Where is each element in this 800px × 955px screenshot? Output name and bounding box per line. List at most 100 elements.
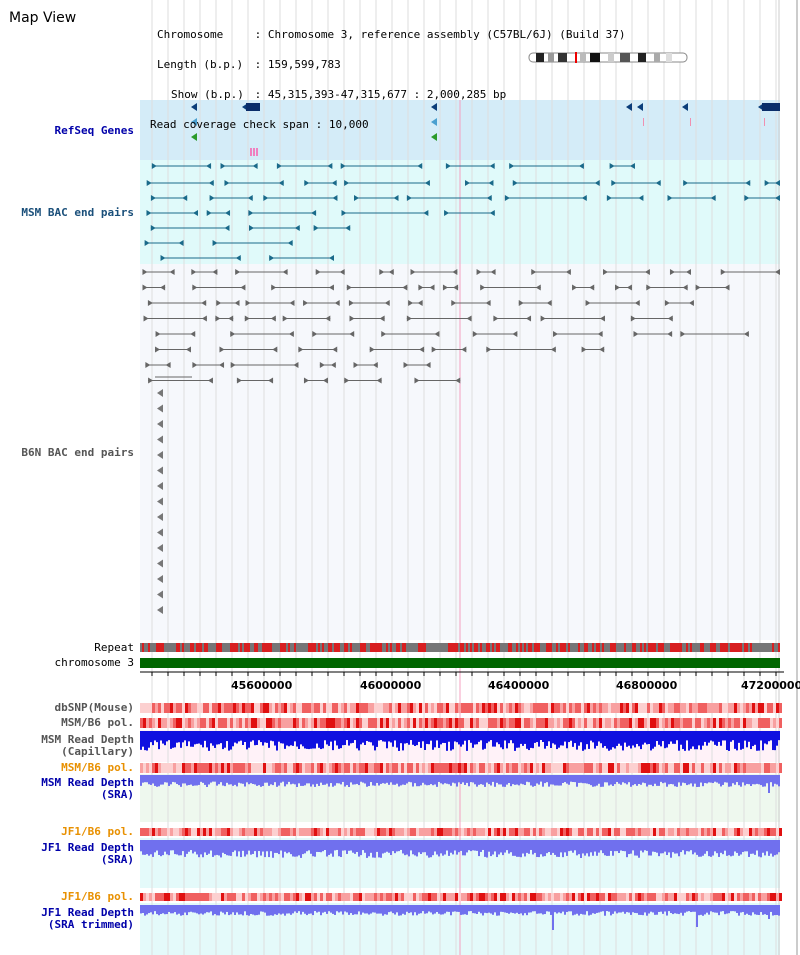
read-depth-bar: [662, 775, 664, 784]
read-depth-spike: [696, 775, 698, 787]
bac-end: [630, 315, 636, 322]
track-label-chromosome[interactable]: chromosome 3: [54, 656, 134, 669]
read-depth-bar: [350, 840, 352, 851]
read-depth-bar: [270, 775, 272, 785]
bac-end: [512, 180, 518, 186]
track-label-msm-bac[interactable]: MSM BAC end pairs: [21, 206, 134, 219]
read-depth-bar: [488, 775, 490, 785]
polymorphism-cell: [251, 718, 254, 728]
read-depth-bar: [556, 731, 558, 750]
read-depth-bar: [392, 775, 394, 785]
polymorphism-cell: [767, 718, 770, 728]
read-depth-bar: [314, 905, 316, 912]
read-depth-bar: [396, 840, 398, 852]
polymorphism-cell: [311, 763, 314, 773]
read-depth-bar: [730, 731, 732, 742]
bac-end: [744, 195, 750, 201]
polymorphism-cell: [527, 763, 530, 773]
read-depth-bar: [760, 731, 762, 741]
track-label-dbsnp[interactable]: dbSNP(Mouse): [54, 701, 134, 714]
polymorphism-cell: [440, 763, 443, 773]
polymorphism-cell: [140, 893, 143, 901]
track-label-jf1-depth-trimmed[interactable]: JF1 Read Depth: [41, 906, 134, 919]
track-label-jf1-pol-1[interactable]: JF1/B6 pol.: [61, 825, 134, 838]
bac-end: [212, 240, 218, 246]
repeat-segment: [442, 643, 444, 652]
polymorphism-cell: [305, 718, 308, 728]
track-label-jf1-pol-2[interactable]: JF1/B6 pol.: [61, 890, 134, 903]
polymorphism-cell: [440, 893, 443, 901]
repeat-segment: [696, 643, 698, 652]
polymorphism-cell: [533, 763, 536, 773]
read-depth-bar: [220, 905, 222, 912]
repeat-segment: [504, 643, 506, 652]
polymorphism-cell: [320, 828, 323, 836]
read-depth-bar: [654, 840, 656, 852]
polymorphism-cell: [773, 703, 776, 713]
polymorphism-cell: [158, 828, 161, 836]
read-depth-bar: [470, 905, 472, 912]
track-label-repeat[interactable]: Repeat: [94, 641, 134, 654]
polymorphism-cell: [266, 763, 269, 773]
read-depth-bar: [604, 905, 606, 916]
read-depth-bar: [484, 731, 486, 749]
read-depth-bar: [540, 775, 542, 782]
polymorphism-cell: [233, 718, 236, 728]
bac-end: [531, 269, 537, 275]
read-depth-bar: [658, 905, 660, 912]
read-depth-bar: [338, 840, 340, 857]
polymorphism-cell: [470, 828, 473, 836]
bac-end: [423, 210, 429, 216]
read-depth-bar: [658, 731, 660, 745]
read-depth-bar: [422, 775, 424, 783]
polymorphism-cell: [686, 828, 689, 836]
repeat-segment: [574, 643, 576, 652]
read-depth-bar: [252, 840, 254, 854]
read-depth-bar: [744, 840, 746, 852]
read-depth-bar: [616, 905, 618, 914]
chromosome-ideogram[interactable]: [528, 52, 690, 64]
track-label-msm-pol-1[interactable]: MSM/B6 pol.: [61, 716, 134, 729]
read-depth-bar: [246, 775, 248, 783]
repeat-segment: [358, 643, 360, 652]
polymorphism-cell: [779, 718, 782, 728]
read-depth-bar: [212, 731, 214, 746]
polymorphism-cell: [281, 893, 284, 901]
polymorphism-cell: [473, 828, 476, 836]
read-depth-bar: [398, 840, 400, 852]
polymorphism-cell: [320, 893, 323, 901]
track-label-msm-depth-capillary[interactable]: MSM Read Depth: [41, 733, 134, 746]
polymorphism-cell: [617, 893, 620, 901]
polymorphism-cell: [350, 703, 353, 713]
repeat-segment: [636, 643, 638, 652]
repeat-segment: [150, 643, 152, 652]
repeat-segment: [420, 643, 422, 652]
polymorphism-cell: [161, 893, 164, 901]
repeat-segment: [686, 643, 688, 652]
bac-end: [431, 346, 437, 353]
polymorphism-cell: [287, 718, 290, 728]
polymorphism-cell: [248, 703, 251, 713]
polymorphism-cell: [464, 718, 467, 728]
track-label-b6n-bac[interactable]: B6N BAC end pairs: [21, 446, 134, 459]
polymorphism-cell: [362, 893, 365, 901]
bac-end: [235, 255, 241, 261]
track-label-jf1-depth-sra[interactable]: JF1 Read Depth: [41, 841, 134, 854]
bac-end: [518, 300, 524, 306]
bac-end: [143, 315, 149, 322]
read-depth-bar: [252, 731, 254, 741]
read-depth-bar: [596, 840, 598, 856]
polymorphism-cell: [257, 703, 260, 713]
read-depth-bar: [156, 731, 158, 743]
repeat-segment: [570, 643, 572, 652]
polymorphism-cell: [416, 893, 419, 901]
read-depth-bar: [716, 775, 718, 783]
bac-end: [667, 195, 673, 201]
read-depth-bar: [482, 840, 484, 850]
polymorphism-cell: [713, 763, 716, 773]
read-depth-bar: [614, 905, 616, 912]
track-label-refseq[interactable]: RefSeq Genes: [54, 124, 134, 137]
track-label-msm-depth-sra[interactable]: MSM Read Depth: [41, 776, 134, 789]
track-label-msm-pol-2[interactable]: MSM/B6 pol.: [61, 761, 134, 774]
